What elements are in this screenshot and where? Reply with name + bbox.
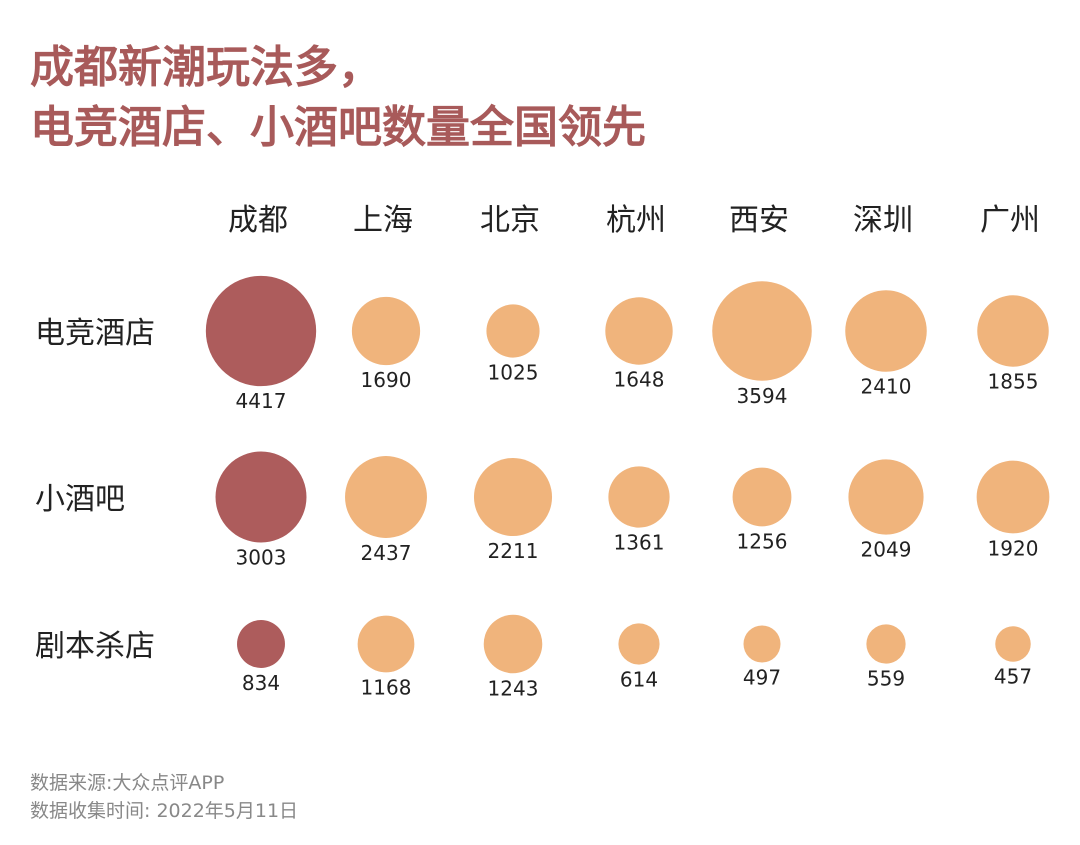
bubble [237, 620, 285, 668]
bubble [473, 457, 553, 537]
bubble [977, 295, 1049, 367]
value-label: 3594 [737, 384, 788, 408]
value-label: 4417 [236, 389, 287, 413]
column-label: 北京 [480, 203, 540, 238]
value-label: 1920 [988, 536, 1039, 560]
title-line-1: 成都新潮玩法多， [30, 42, 382, 93]
value-label: 1690 [361, 368, 412, 392]
value-label: 3003 [236, 545, 287, 569]
bubble [205, 275, 317, 387]
bubble [712, 281, 812, 381]
row-label: 电竞酒店 [35, 316, 155, 351]
bubble [845, 290, 927, 372]
value-label: 614 [620, 668, 658, 692]
column-label: 西安 [729, 203, 789, 238]
row-label: 剧本杀店 [35, 629, 155, 664]
bubble [605, 297, 673, 365]
row-label: 小酒吧 [35, 482, 125, 517]
column-label: 上海 [353, 203, 413, 238]
value-label: 1256 [737, 529, 788, 553]
value-label: 1243 [488, 676, 539, 700]
bubble [848, 459, 924, 535]
bubble [732, 467, 792, 527]
value-label: 559 [867, 667, 905, 691]
value-label: 1025 [488, 361, 539, 385]
value-label: 2211 [488, 539, 539, 563]
value-label: 1168 [361, 675, 412, 699]
column-label: 杭州 [606, 203, 666, 238]
title-line-2: 电竞酒店、小酒吧数量全国领先 [30, 102, 646, 153]
bubble [608, 466, 670, 528]
chart-title: 成都新潮玩法多， 电竞酒店、小酒吧数量全国领先 [30, 38, 646, 158]
bubble [483, 614, 543, 674]
bubble [351, 296, 421, 366]
value-label: 2049 [861, 538, 912, 562]
column-label: 成都 [228, 203, 288, 238]
value-label: 1855 [988, 370, 1039, 394]
column-label: 深圳 [853, 203, 913, 238]
value-label: 2437 [361, 541, 412, 565]
bubble [866, 624, 906, 664]
value-label: 497 [743, 666, 781, 690]
value-label: 457 [994, 665, 1032, 689]
bubble [743, 625, 781, 663]
date-note: 数据收集时间: 2022年5月11日 [30, 800, 299, 822]
bubble [357, 615, 415, 673]
bubble [995, 626, 1031, 662]
bubble [486, 304, 540, 358]
value-label: 2410 [861, 375, 912, 399]
value-label: 1648 [614, 368, 665, 392]
column-label: 广州 [980, 203, 1040, 238]
source-note: 数据来源:大众点评APP [30, 772, 225, 794]
bubble [345, 456, 427, 538]
value-label: 1361 [614, 531, 665, 555]
bubble [976, 460, 1050, 534]
bubble [215, 451, 307, 543]
bubble [618, 623, 660, 665]
value-label: 834 [242, 671, 280, 695]
